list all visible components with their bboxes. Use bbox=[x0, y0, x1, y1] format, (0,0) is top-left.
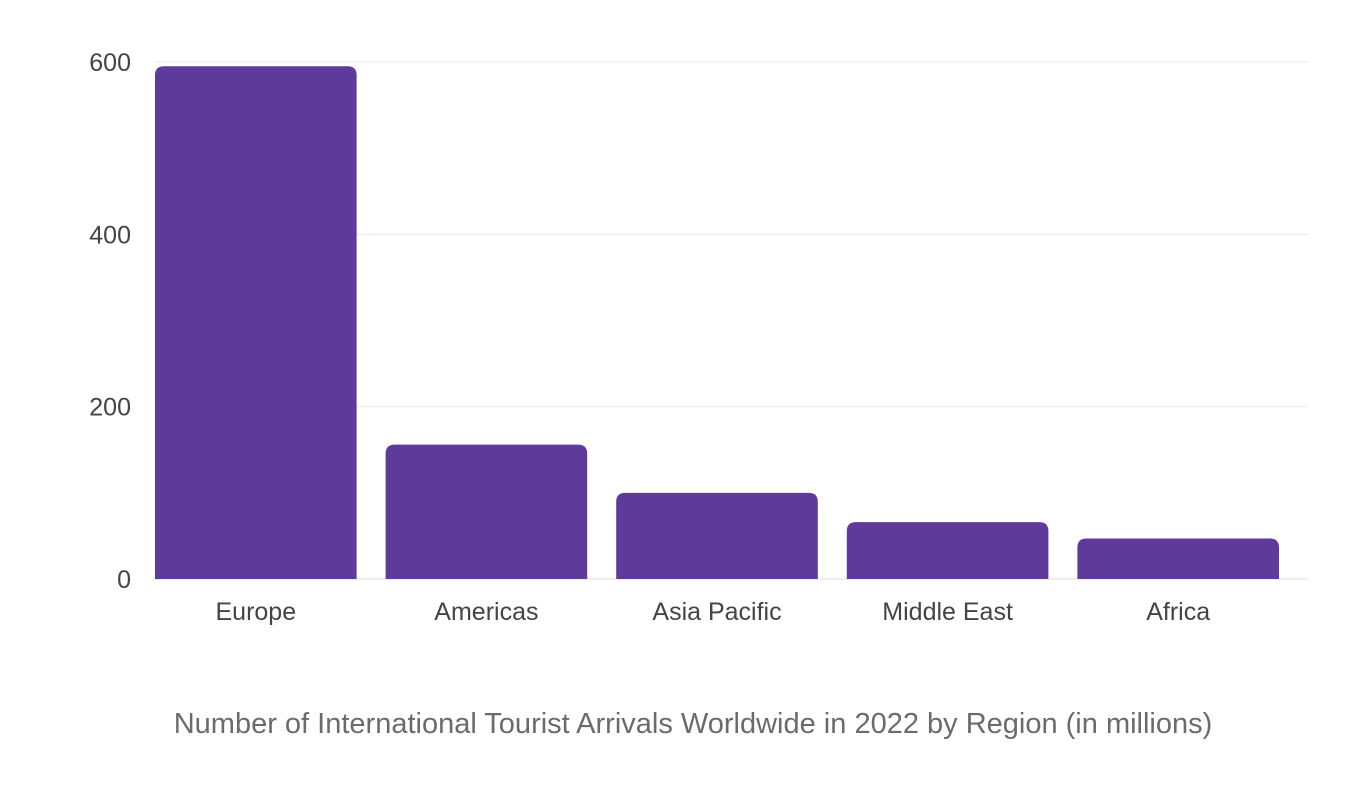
x-tick-label: Americas bbox=[434, 598, 538, 626]
bars bbox=[155, 66, 1279, 579]
bar-europe bbox=[155, 66, 357, 579]
y-tick-label: 0 bbox=[117, 566, 131, 594]
x-tick-label: Europe bbox=[215, 598, 296, 626]
bar-asia-pacific bbox=[616, 492, 818, 579]
chart-title: Number of International Tourist Arrivals… bbox=[174, 708, 1213, 740]
bar-americas bbox=[385, 444, 588, 579]
x-tick-label: Africa bbox=[1146, 598, 1210, 626]
bar-middle-east bbox=[846, 522, 1049, 579]
y-tick-label: 200 bbox=[89, 394, 131, 422]
x-tick-label: Asia Pacific bbox=[652, 598, 781, 626]
x-tick-label: Middle East bbox=[882, 598, 1013, 626]
y-tick-label: 600 bbox=[89, 49, 131, 77]
bar-africa bbox=[1077, 538, 1279, 579]
x-axis-ticks: Europe Americas Asia Pacific Middle East Afr… bbox=[215, 598, 1210, 626]
y-axis-ticks: 0 200 400 600 bbox=[89, 49, 131, 594]
y-tick-label: 400 bbox=[89, 221, 131, 249]
